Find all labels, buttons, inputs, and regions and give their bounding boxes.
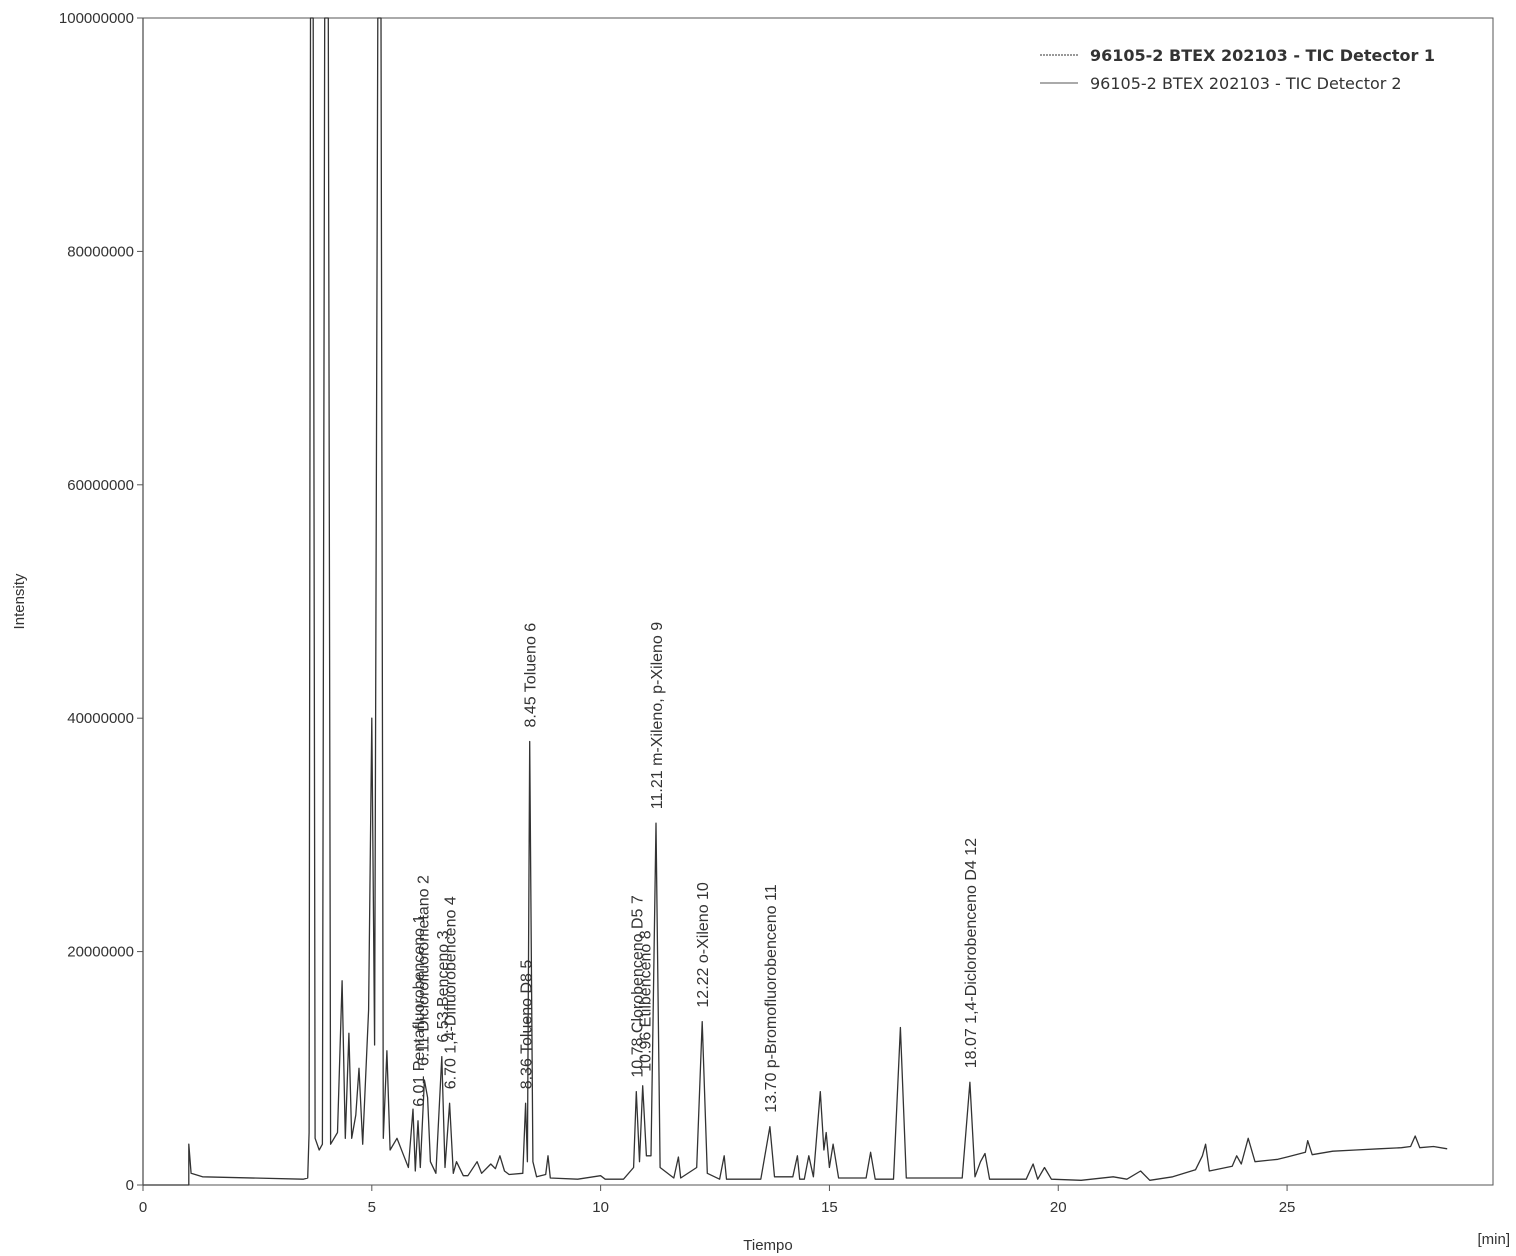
y-tick-label: 100000000	[59, 10, 134, 27]
peak-label: 13.70 p-Bromofluorobenceno 11	[763, 884, 780, 1112]
peak-label: 6.70 1,4-Difluorobenceno 4	[443, 896, 460, 1089]
x-axis-unit: [min]	[1477, 1231, 1510, 1248]
y-tick-label: 80000000	[67, 243, 134, 260]
x-tick-label: 20	[1050, 1199, 1067, 1216]
x-tick-label: 15	[821, 1199, 838, 1216]
x-tick-label: 10	[592, 1199, 609, 1216]
legend-label-detector-2: 96105-2 BTEX 202103 - TIC Detector 2	[1090, 74, 1402, 93]
x-axis-title: Tiempo	[743, 1237, 792, 1254]
y-tick-label: 60000000	[67, 477, 134, 494]
peak-label: 8.45 Tolueno 6	[523, 623, 540, 728]
y-tick-label: 40000000	[67, 710, 134, 727]
peak-label: 12.22 o-Xileno 10	[695, 882, 712, 1008]
plot-frame	[142, 17, 1494, 1186]
x-tick-label: 25	[1279, 1199, 1296, 1216]
series-layer	[142, 17, 1448, 1186]
series-line-detector-1	[143, 17, 1448, 1186]
peak-annotations: 6.01 Pentafluorobenceno 16.11 Dicloroflu…	[411, 622, 980, 1113]
x-axis: 0 5 10 15 20 25	[139, 1185, 1296, 1216]
peak-label: 6.01 Pentafluorobenceno 1	[411, 915, 428, 1107]
peak-label: 8.36 Tolueno D8 5	[519, 960, 536, 1090]
plot-border	[142, 17, 1494, 1186]
peak-label: 18.07 1,4-Diclorobenceno D4 12	[963, 838, 980, 1068]
peak-label: 6.11 Diclorofluorometano 2	[416, 875, 433, 1066]
x-tick-label: 5	[368, 1199, 376, 1216]
y-axis-title: Intensity	[11, 573, 28, 629]
y-tick-label: 0	[126, 1177, 134, 1194]
peak-label: 10.78 Clorobenceno D5 7	[629, 895, 646, 1077]
x-tick-label: 0	[139, 1199, 147, 1216]
y-axis: 0 20000000 40000000 60000000 80000000 1000000…	[59, 10, 143, 1194]
peak-label: 11.21 m-Xileno, p-Xileno 9	[649, 622, 666, 809]
legend-label-detector-1: 96105-2 BTEX 202103 - TIC Detector 1	[1090, 46, 1435, 65]
peak-label: 10.96 Etilbenceno 8	[638, 930, 655, 1072]
y-tick-label: 20000000	[67, 944, 134, 961]
peak-label: 6.53 Benceno 3	[435, 930, 452, 1042]
legend: 96105-2 BTEX 202103 - TIC Detector 1 961…	[1040, 46, 1435, 93]
